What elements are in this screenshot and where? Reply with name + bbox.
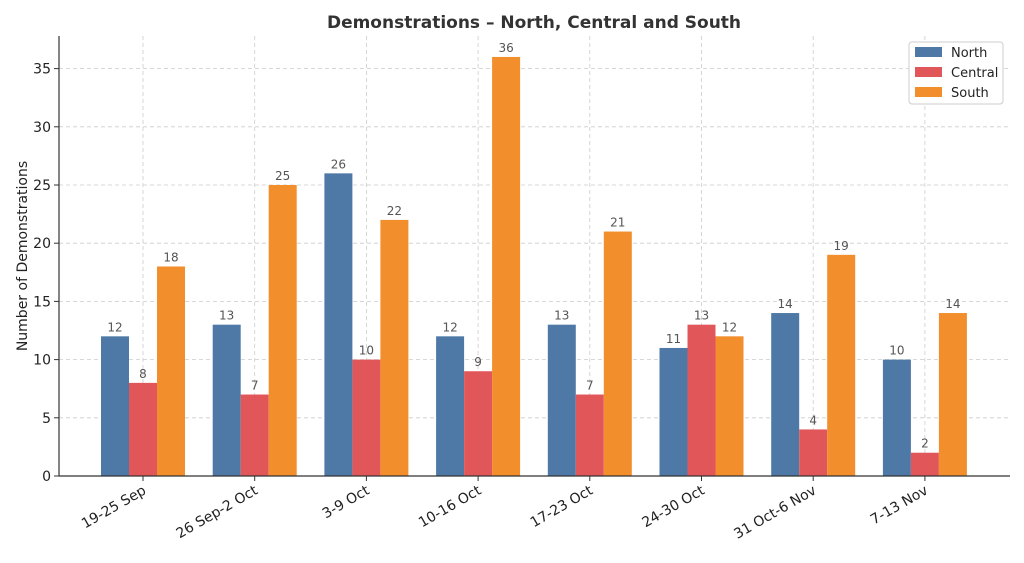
bar-north bbox=[436, 336, 465, 476]
data-label: 19 bbox=[834, 239, 849, 253]
data-label: 10 bbox=[889, 344, 904, 358]
legend-swatch-north bbox=[915, 47, 942, 57]
data-label: 12 bbox=[722, 320, 737, 334]
bar-north bbox=[324, 173, 353, 476]
y-tick-label: 35 bbox=[33, 62, 51, 78]
x-tick-label: 31 Oct-6 Nov bbox=[731, 483, 819, 543]
x-tick-label: 26 Sep-2 Oct bbox=[174, 482, 261, 542]
x-tick-label: 10-16 Oct bbox=[416, 482, 484, 531]
y-tick-label: 15 bbox=[33, 294, 51, 310]
bar-south bbox=[268, 184, 297, 477]
bar-north bbox=[659, 347, 688, 476]
legend-label: North bbox=[951, 46, 987, 61]
data-label: 2 bbox=[921, 437, 929, 451]
bar-north bbox=[212, 324, 241, 476]
data-label: 13 bbox=[219, 309, 234, 323]
legend-label: Central bbox=[951, 66, 998, 81]
x-tick-label: 3-9 Oct bbox=[320, 482, 373, 522]
data-label: 7 bbox=[586, 379, 594, 393]
y-axis-label: Number of Demonstrations bbox=[15, 161, 31, 351]
bar-south bbox=[715, 336, 744, 476]
bar-north bbox=[101, 336, 129, 476]
bar-central bbox=[352, 359, 381, 476]
data-label: 14 bbox=[945, 297, 960, 311]
chart-title: Demonstrations – North, Central and Sout… bbox=[327, 13, 741, 33]
data-label: 18 bbox=[163, 250, 178, 264]
data-label: 8 bbox=[139, 367, 147, 381]
y-tick-label: 10 bbox=[33, 353, 51, 369]
bar-central bbox=[687, 324, 716, 476]
bar-south bbox=[157, 266, 185, 476]
legend-label: South bbox=[951, 86, 989, 101]
bars: 12 8 18 13 7 25 26 10 22 12 9 36 13 7 21 11 13 12 14 4 19 10 2… bbox=[101, 41, 967, 477]
bar-south bbox=[827, 254, 856, 476]
bar-central bbox=[129, 382, 157, 476]
data-label: 25 bbox=[275, 169, 290, 183]
bar-central bbox=[240, 394, 269, 476]
data-label: 13 bbox=[694, 309, 709, 323]
bar-south bbox=[938, 313, 967, 476]
bar-central bbox=[575, 394, 604, 476]
legend: North Central South bbox=[908, 41, 1004, 105]
y-tick-label: 20 bbox=[33, 236, 51, 252]
data-label: 10 bbox=[359, 344, 374, 358]
y-tick-label: 30 bbox=[33, 120, 51, 136]
x-tick-label: 7-13 Nov bbox=[868, 483, 931, 529]
data-label: 12 bbox=[107, 320, 122, 334]
bar-north bbox=[547, 324, 576, 476]
legend-swatch-south bbox=[915, 87, 942, 97]
bar-south bbox=[603, 231, 632, 476]
data-label: 21 bbox=[610, 216, 625, 230]
y-tick-label: 25 bbox=[33, 178, 51, 194]
data-label: 13 bbox=[554, 309, 569, 323]
grid bbox=[59, 36, 1010, 477]
data-label: 26 bbox=[331, 157, 346, 171]
y-tick-label: 5 bbox=[42, 411, 51, 427]
x-tick-label: 24-30 Oct bbox=[639, 482, 707, 531]
legend-swatch-central bbox=[915, 67, 942, 77]
data-label: 9 bbox=[474, 355, 482, 369]
data-label: 36 bbox=[498, 41, 513, 55]
y-tick-label: 0 bbox=[42, 469, 51, 485]
x-tick-label: 19-25 Sep bbox=[79, 483, 149, 533]
x-tick-label: 17-23 Oct bbox=[528, 482, 596, 531]
data-label: 11 bbox=[666, 332, 681, 346]
bar-central bbox=[910, 452, 939, 476]
bar-south bbox=[380, 219, 409, 476]
bar-north bbox=[882, 359, 911, 476]
data-label: 7 bbox=[251, 379, 259, 393]
bar-north bbox=[771, 313, 800, 476]
bar-south bbox=[492, 56, 521, 476]
bar-central bbox=[464, 371, 493, 476]
data-label: 12 bbox=[442, 320, 457, 334]
data-label: 14 bbox=[778, 297, 793, 311]
data-label: 22 bbox=[387, 204, 402, 218]
data-label: 4 bbox=[809, 413, 817, 427]
bar-central bbox=[799, 429, 828, 476]
